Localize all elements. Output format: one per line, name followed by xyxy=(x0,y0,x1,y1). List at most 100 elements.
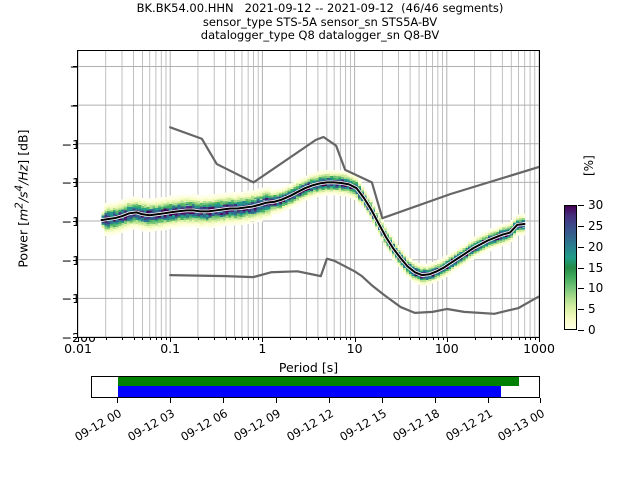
y-axis-label: Power [m2/s4/Hz] [dB] xyxy=(13,129,31,268)
x-minor-tick-mark xyxy=(253,337,255,340)
colorbar-tick-mark xyxy=(578,288,584,290)
x-minor-tick-mark xyxy=(534,337,536,340)
plot-gridlines xyxy=(78,51,539,337)
x-minor-tick-mark xyxy=(161,337,163,340)
colorbar-tick-label: 0 xyxy=(588,323,596,337)
timeline-tick-mark xyxy=(434,398,436,403)
x-minor-tick-mark xyxy=(511,337,513,340)
x-tick-label: 1000 xyxy=(523,341,555,356)
x-axis-label: Period [s] xyxy=(278,360,339,375)
colorbar-tick-mark xyxy=(578,309,584,311)
x-tick-mark xyxy=(446,337,448,342)
timeline-tick-mark xyxy=(170,398,172,403)
timeline-date-label: 09-12 15 xyxy=(337,406,389,444)
colorbar-tick-label: 20 xyxy=(588,239,604,254)
timeline-date-label: 09-13 00 xyxy=(495,406,547,444)
y-tick-mark xyxy=(73,221,77,223)
x-minor-tick-mark xyxy=(214,337,216,340)
y-tick-mark xyxy=(73,298,77,300)
x-tick-label: 100 xyxy=(434,341,459,356)
x-minor-tick-mark xyxy=(142,337,144,340)
x-minor-tick-mark xyxy=(248,337,250,340)
y-tick-mark xyxy=(73,143,77,145)
coverage-bar-blue xyxy=(117,386,501,397)
timeline-date-label: 09-12 00 xyxy=(72,406,125,444)
y-tick-mark xyxy=(73,259,77,261)
x-minor-tick-mark xyxy=(317,337,319,340)
x-minor-tick-mark xyxy=(197,337,199,340)
colorbar-tick-label: 5 xyxy=(588,302,596,317)
colorbar-gradient xyxy=(565,206,576,329)
x-minor-tick-mark xyxy=(490,337,492,340)
timeline-tick-mark xyxy=(487,398,489,403)
timeline-tick-mark xyxy=(223,398,224,403)
x-minor-tick-mark xyxy=(258,337,260,340)
x-minor-tick-mark xyxy=(225,337,227,340)
x-minor-tick-mark xyxy=(426,337,428,340)
colorbar-unit-label: [%] xyxy=(582,155,596,176)
colorbar-tick-mark xyxy=(578,246,584,248)
x-minor-tick-mark xyxy=(432,337,434,340)
x-minor-tick-mark xyxy=(398,337,400,340)
x-minor-tick-mark xyxy=(442,337,444,340)
x-minor-tick-mark xyxy=(474,337,476,340)
x-tick-mark xyxy=(354,337,356,342)
data-coverage-timeline[interactable] xyxy=(91,376,540,398)
timeline-tick-mark xyxy=(117,398,119,403)
timeline-date-label: 09-12 21 xyxy=(443,406,495,444)
timeline-tick-mark xyxy=(540,398,541,403)
x-minor-tick-mark xyxy=(530,337,532,340)
x-minor-tick-mark xyxy=(121,337,123,340)
y-tick-mark xyxy=(73,337,77,338)
colorbar-tick-mark xyxy=(578,205,584,206)
x-minor-tick-mark xyxy=(345,337,347,340)
x-minor-tick-mark xyxy=(234,337,236,340)
colorbar-tick-mark xyxy=(578,267,584,269)
timeline-date-label: 09-12 03 xyxy=(125,406,178,444)
x-minor-tick-mark xyxy=(340,337,342,340)
x-minor-tick-mark xyxy=(524,337,526,340)
x-tick-mark xyxy=(170,337,172,342)
x-tick-label: 1 xyxy=(258,341,267,356)
x-tick-label: 10 xyxy=(346,341,363,356)
colorbar-tick-mark xyxy=(578,330,584,331)
timeline-date-label: 09-12 12 xyxy=(284,406,336,444)
colorbar-tick-mark xyxy=(578,225,584,227)
x-tick-label: 0.01 xyxy=(64,341,92,356)
coverage-bar-green xyxy=(117,377,519,386)
x-minor-tick-mark xyxy=(502,337,504,340)
x-tick-mark xyxy=(262,337,264,342)
timeline-tick-mark xyxy=(328,398,330,403)
x-minor-tick-mark xyxy=(518,337,520,340)
x-minor-tick-mark xyxy=(165,337,167,340)
timeline-date-label: 09-12 18 xyxy=(390,406,442,444)
timeline-tick-mark xyxy=(275,398,277,403)
x-minor-tick-mark xyxy=(133,337,135,340)
x-minor-tick-mark xyxy=(105,337,107,340)
ppsd-data-layer xyxy=(99,126,539,315)
plot-title: BK.BK54.00.HHN 2021-09-12 -- 2021-09-12 … xyxy=(0,1,640,43)
x-minor-tick-mark xyxy=(306,337,308,340)
timeline-tick-mark xyxy=(381,398,383,403)
colorbar[interactable] xyxy=(564,205,577,330)
x-tick-mark xyxy=(539,337,540,342)
x-minor-tick-mark xyxy=(334,337,336,340)
timeline-date-label: 09-12 09 xyxy=(231,406,283,444)
x-tick-mark xyxy=(78,337,79,342)
x-minor-tick-mark xyxy=(326,337,328,340)
colorbar-tick-label: 25 xyxy=(588,218,604,233)
colorbar-tick-label: 10 xyxy=(588,281,604,296)
y-tick-mark xyxy=(73,66,77,68)
title-line-1: BK.BK54.00.HHN 2021-09-12 -- 2021-09-12 … xyxy=(136,1,504,15)
timeline-date-label: 09-12 06 xyxy=(178,406,230,444)
x-minor-tick-mark xyxy=(419,337,421,340)
y-tick-mark xyxy=(73,182,77,184)
colorbar-tick-label: 15 xyxy=(588,260,604,275)
x-minor-tick-mark xyxy=(350,337,352,340)
x-minor-tick-mark xyxy=(410,337,412,340)
x-tick-label: 0.1 xyxy=(160,341,181,356)
x-minor-tick-mark xyxy=(149,337,151,340)
ppsd-plot-area[interactable] xyxy=(77,50,540,338)
x-minor-tick-mark xyxy=(290,337,292,340)
y-tick-mark xyxy=(73,105,77,107)
